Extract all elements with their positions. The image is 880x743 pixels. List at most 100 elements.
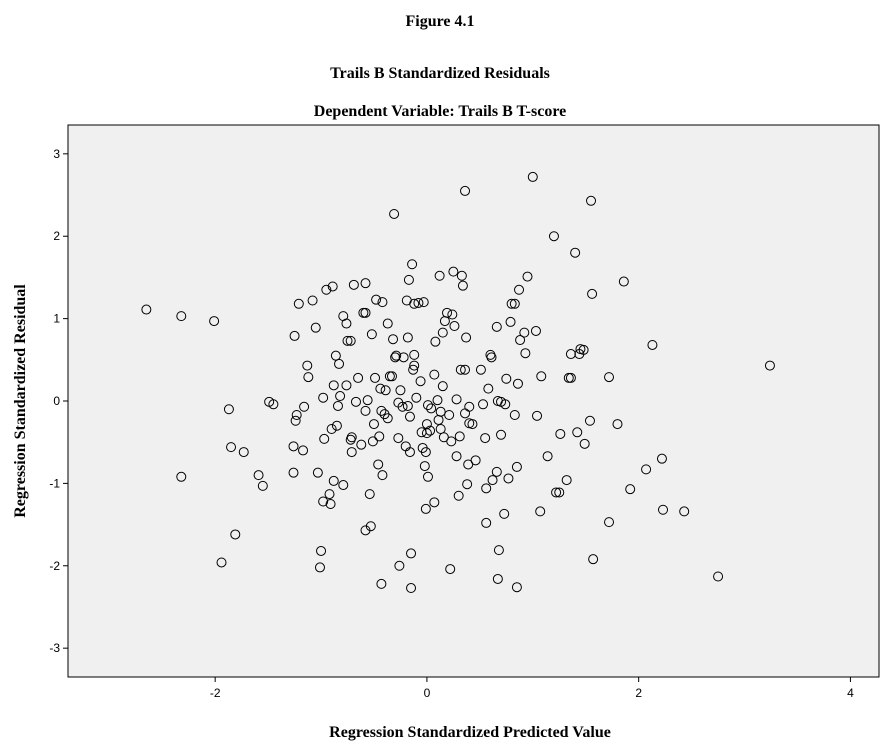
point: [429, 497, 440, 508]
chart-title: Figure 4.1: [405, 13, 474, 30]
point: [325, 498, 336, 509]
plot-area: [67, 124, 880, 678]
point: [377, 297, 388, 308]
point: [429, 369, 440, 380]
point: [312, 467, 323, 478]
point: [360, 405, 371, 416]
point: [356, 439, 367, 450]
point: [238, 447, 249, 458]
point: [457, 280, 468, 291]
point: [367, 436, 378, 447]
point: [449, 321, 460, 332]
point: [393, 433, 404, 444]
point: [216, 557, 227, 568]
x-tick-label: -2: [210, 686, 221, 700]
point: [572, 427, 583, 438]
point: [395, 385, 406, 396]
point: [454, 431, 465, 442]
point: [565, 349, 576, 360]
point: [570, 247, 581, 258]
point: [348, 279, 359, 290]
point: [289, 330, 300, 341]
point: [656, 453, 667, 464]
point: [584, 415, 595, 426]
point: [316, 545, 327, 556]
point: [411, 392, 422, 403]
point: [480, 433, 491, 444]
point: [496, 429, 507, 440]
point: [437, 381, 448, 392]
x-tick-label: 2: [635, 686, 642, 700]
y-tick-label: 3: [53, 147, 60, 161]
point: [522, 271, 533, 282]
point: [413, 297, 424, 308]
point: [448, 266, 459, 277]
point: [364, 489, 375, 500]
point: [328, 380, 339, 391]
point: [509, 410, 520, 421]
point: [360, 278, 371, 289]
point: [679, 506, 690, 517]
point: [456, 270, 467, 281]
point: [554, 487, 565, 498]
point: [445, 564, 456, 575]
y-tick-label: 0: [53, 394, 60, 408]
point: [481, 483, 492, 494]
y-axis-label: Regression Standardized Residual: [12, 284, 29, 518]
point: [713, 571, 724, 582]
point: [404, 411, 415, 422]
point: [499, 508, 510, 519]
point: [293, 298, 304, 309]
point: [141, 304, 152, 315]
point: [341, 318, 352, 329]
point: [548, 231, 559, 242]
point: [318, 392, 329, 403]
point: [520, 348, 531, 359]
point: [501, 373, 512, 384]
chart-subtitle: Trails B Standardized Residuals: [330, 65, 550, 82]
point: [435, 406, 446, 417]
point: [402, 332, 413, 343]
point: [578, 344, 589, 355]
point: [408, 364, 419, 375]
point: [512, 378, 523, 389]
point: [503, 473, 514, 484]
point: [382, 318, 393, 329]
point: [446, 436, 457, 447]
point: [223, 404, 234, 415]
point: [519, 327, 530, 338]
point: [514, 284, 525, 295]
point: [422, 400, 433, 411]
point: [527, 171, 538, 182]
point: [389, 208, 400, 219]
point: [409, 349, 420, 360]
point: [302, 360, 313, 371]
point: [331, 420, 342, 431]
point: [365, 521, 376, 532]
point: [324, 489, 335, 500]
point: [226, 442, 237, 453]
point: [418, 297, 429, 308]
point: [442, 307, 453, 318]
point: [509, 298, 520, 309]
point: [422, 471, 433, 482]
point: [346, 432, 357, 443]
point: [397, 401, 408, 412]
point: [565, 372, 576, 383]
point: [373, 459, 384, 470]
point: [338, 480, 349, 491]
y-tick-label: -1: [49, 476, 60, 490]
point: [453, 490, 464, 501]
point: [321, 284, 332, 295]
point: [536, 371, 547, 382]
point: [764, 360, 775, 371]
point: [342, 335, 353, 346]
point: [434, 270, 445, 281]
point: [493, 545, 504, 556]
point: [420, 447, 431, 458]
point: [618, 276, 629, 287]
point: [407, 259, 418, 270]
point: [327, 281, 338, 292]
point: [425, 425, 436, 436]
point: [641, 464, 652, 475]
